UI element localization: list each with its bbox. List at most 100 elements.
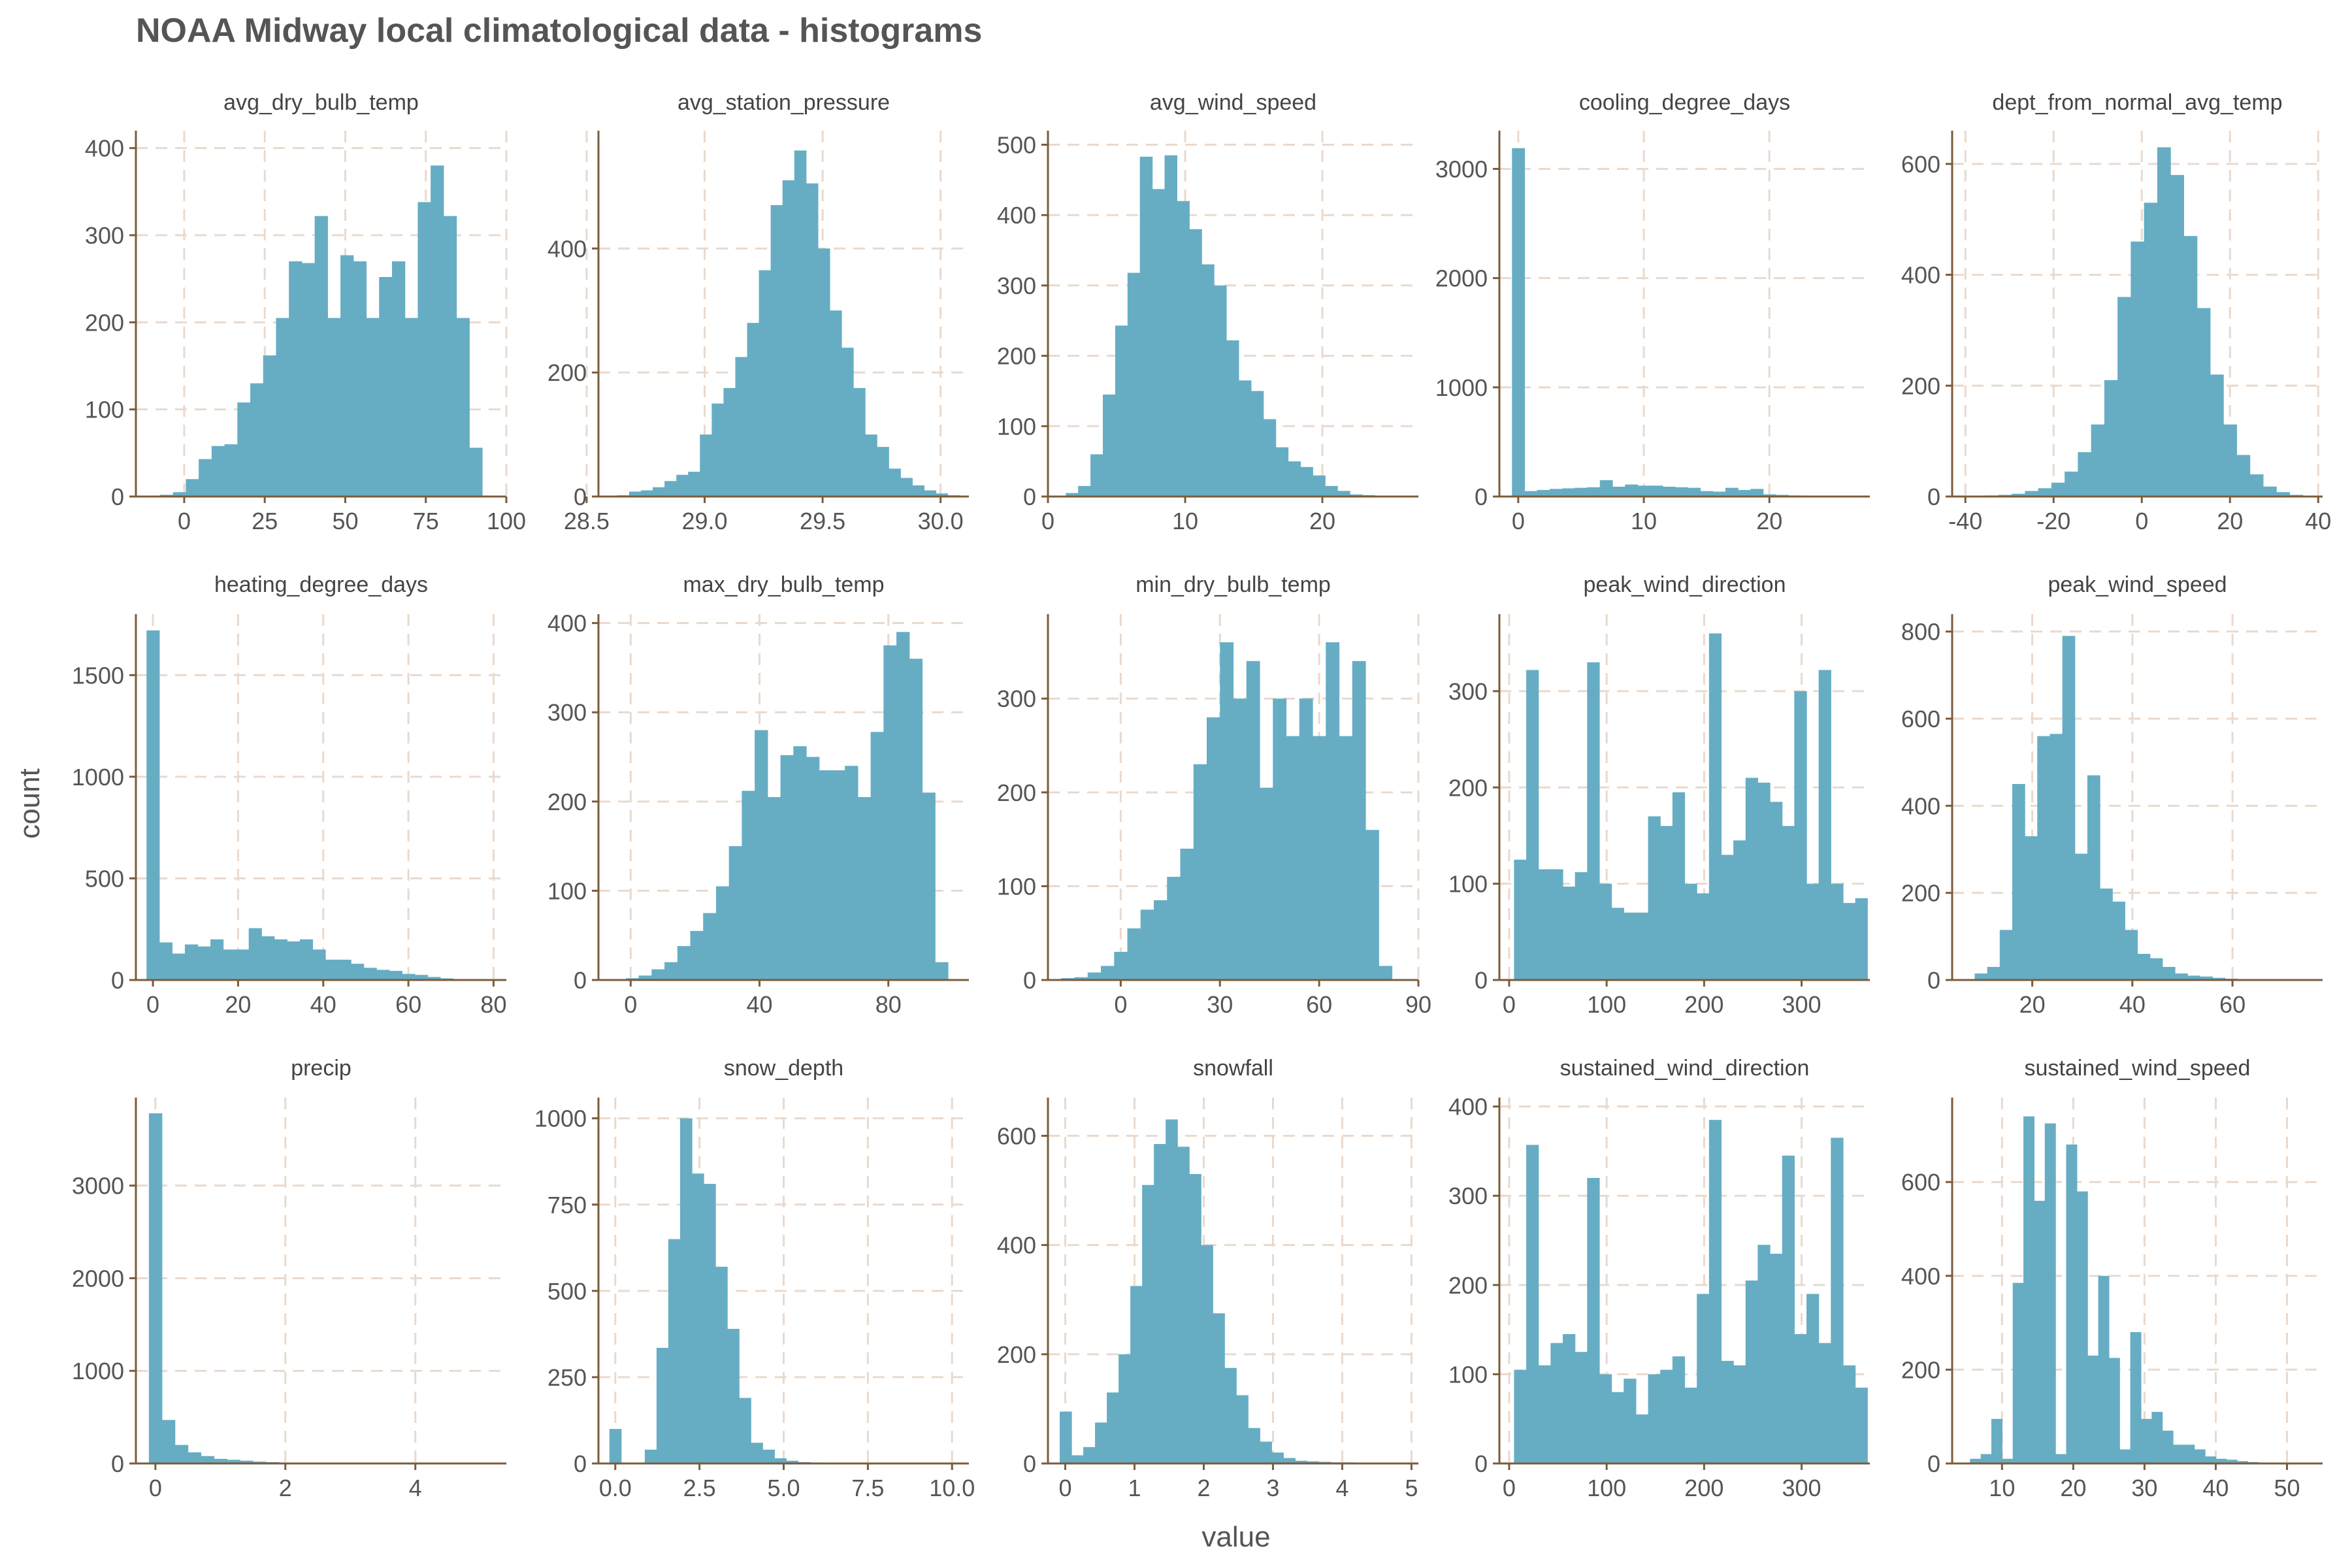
x-tick-label: 30	[2131, 1475, 2157, 1501]
histogram-bar	[1213, 1313, 1225, 1463]
histogram-bar	[2066, 1144, 2078, 1463]
histogram-bar	[806, 183, 819, 497]
histogram-bar	[841, 348, 854, 497]
histogram-bar	[1806, 883, 1820, 980]
histogram-bar	[1612, 486, 1625, 497]
x-tick-label: 10	[1172, 508, 1198, 534]
histogram-bar	[2210, 374, 2224, 497]
histogram-bar	[1326, 642, 1340, 980]
histogram-bar	[1300, 466, 1313, 497]
histogram-bar	[1152, 189, 1166, 497]
histogram-bar	[1675, 487, 1688, 497]
histogram-bar	[1087, 972, 1102, 980]
histogram-bar	[1818, 670, 1831, 980]
histogram-bar	[728, 846, 743, 980]
histogram-bar	[909, 659, 923, 980]
histogram-bar	[2104, 380, 2118, 497]
y-tick-label: 750	[547, 1192, 587, 1218]
histogram-bar	[1721, 855, 1734, 980]
histogram-bar	[1733, 1365, 1746, 1463]
histogram-bar	[2108, 1358, 2120, 1463]
x-tick-label: 300	[1782, 1475, 1821, 1501]
y-tick-label: 200	[1901, 880, 1940, 907]
histogram-bar	[786, 1460, 799, 1463]
y-tick-label: 100	[85, 397, 124, 423]
histogram-bar	[1750, 489, 1764, 497]
panel-min_dry_bulb_temp: min_dry_bulb_temp 0 30 60 90 0 100 200 300	[997, 572, 1431, 1018]
histogram-bar	[1562, 488, 1575, 497]
histogram-bar	[1650, 485, 1663, 497]
x-tick-label: 0	[1512, 508, 1525, 534]
x-tick-label: 5.0	[767, 1475, 800, 1501]
x-tick-label: 20	[225, 991, 251, 1018]
histogram-bar	[1842, 1365, 1856, 1463]
histogram-bar	[161, 1420, 176, 1463]
histogram-bar	[1271, 1452, 1284, 1463]
histogram-bar	[1575, 1352, 1588, 1463]
histogram-bar	[1263, 419, 1277, 497]
histogram-bar	[1299, 698, 1313, 980]
histogram-bar	[865, 434, 877, 497]
histogram-bar	[1115, 325, 1128, 497]
x-tick-label: 0	[1503, 1475, 1516, 1501]
histogram-bar	[314, 216, 328, 497]
histogram-bar	[877, 447, 889, 497]
histogram-bar	[2038, 488, 2052, 497]
y-tick-label: 200	[1448, 774, 1488, 801]
histogram-bar	[2051, 482, 2065, 497]
x-tick-label: 4	[409, 1475, 422, 1501]
histogram-bar	[1855, 1387, 1868, 1463]
histogram-bar	[759, 270, 772, 497]
histogram-bar	[845, 766, 858, 980]
panel-title: precip	[291, 1056, 351, 1081]
y-tick-label: 0	[111, 1450, 124, 1477]
x-tick-label: 1	[1128, 1475, 1141, 1501]
x-tick-label: 2	[1197, 1475, 1210, 1501]
histogram-bar	[1250, 391, 1264, 497]
y-tick-label: 400	[997, 202, 1036, 229]
histogram-bar	[1660, 826, 1673, 980]
histogram-bar	[1524, 491, 1538, 497]
histogram-bar	[1177, 1147, 1190, 1463]
histogram-bar	[224, 444, 238, 497]
histogram-bar	[2002, 1458, 2014, 1463]
panel-peak_wind_direction: peak_wind_direction 0 100 200 300 0 100 200 300	[1448, 572, 1870, 1018]
y-tick-label: 300	[1448, 678, 1488, 705]
histogram-bar	[1526, 670, 1539, 980]
histogram-bar	[1180, 848, 1194, 980]
histogram-bar	[1672, 1356, 1686, 1463]
y-tick-label: 0	[111, 483, 124, 510]
histogram-bar	[853, 387, 866, 497]
histogram-bar	[2112, 902, 2125, 980]
histogram-bar	[1103, 394, 1116, 497]
histogram-bar	[2173, 1445, 2184, 1463]
panel-title: sustained_wind_speed	[2025, 1056, 2251, 1081]
y-axis-title: count	[14, 768, 46, 839]
histogram-bar	[1684, 883, 1697, 980]
histogram-bar	[1782, 826, 1795, 980]
histogram-bar	[1130, 1286, 1143, 1463]
histogram-bar	[1139, 156, 1153, 497]
histogram-bar	[1164, 155, 1177, 497]
histogram-bar	[742, 791, 755, 980]
histogram-bar	[1624, 1379, 1637, 1463]
histogram-bar	[1127, 928, 1141, 980]
histogram-bar	[2055, 1454, 2067, 1463]
histogram-bar	[172, 953, 186, 980]
histogram-bar	[1248, 1428, 1260, 1463]
histogram-bar	[1625, 484, 1639, 497]
histogram-bar	[172, 492, 187, 497]
histogram-bar	[2149, 958, 2163, 980]
histogram-bar	[1154, 900, 1168, 980]
x-tick-label: 40	[2119, 991, 2146, 1018]
y-tick-label: 100	[1448, 1361, 1488, 1388]
histogram-bar	[2183, 1445, 2195, 1463]
histogram-bar	[703, 913, 717, 980]
histogram-bar	[1712, 491, 1726, 497]
panel-max_dry_bulb_temp: max_dry_bulb_temp 0 40 80 0 100 200 300 400	[547, 572, 969, 1018]
chart-title: NOAA Midway local climatological data - …	[136, 12, 982, 50]
y-tick-label: 600	[997, 1123, 1036, 1150]
histogram-bar	[2119, 1449, 2131, 1463]
histogram-bar	[780, 755, 794, 980]
x-tick-label: 200	[1684, 1475, 1723, 1501]
